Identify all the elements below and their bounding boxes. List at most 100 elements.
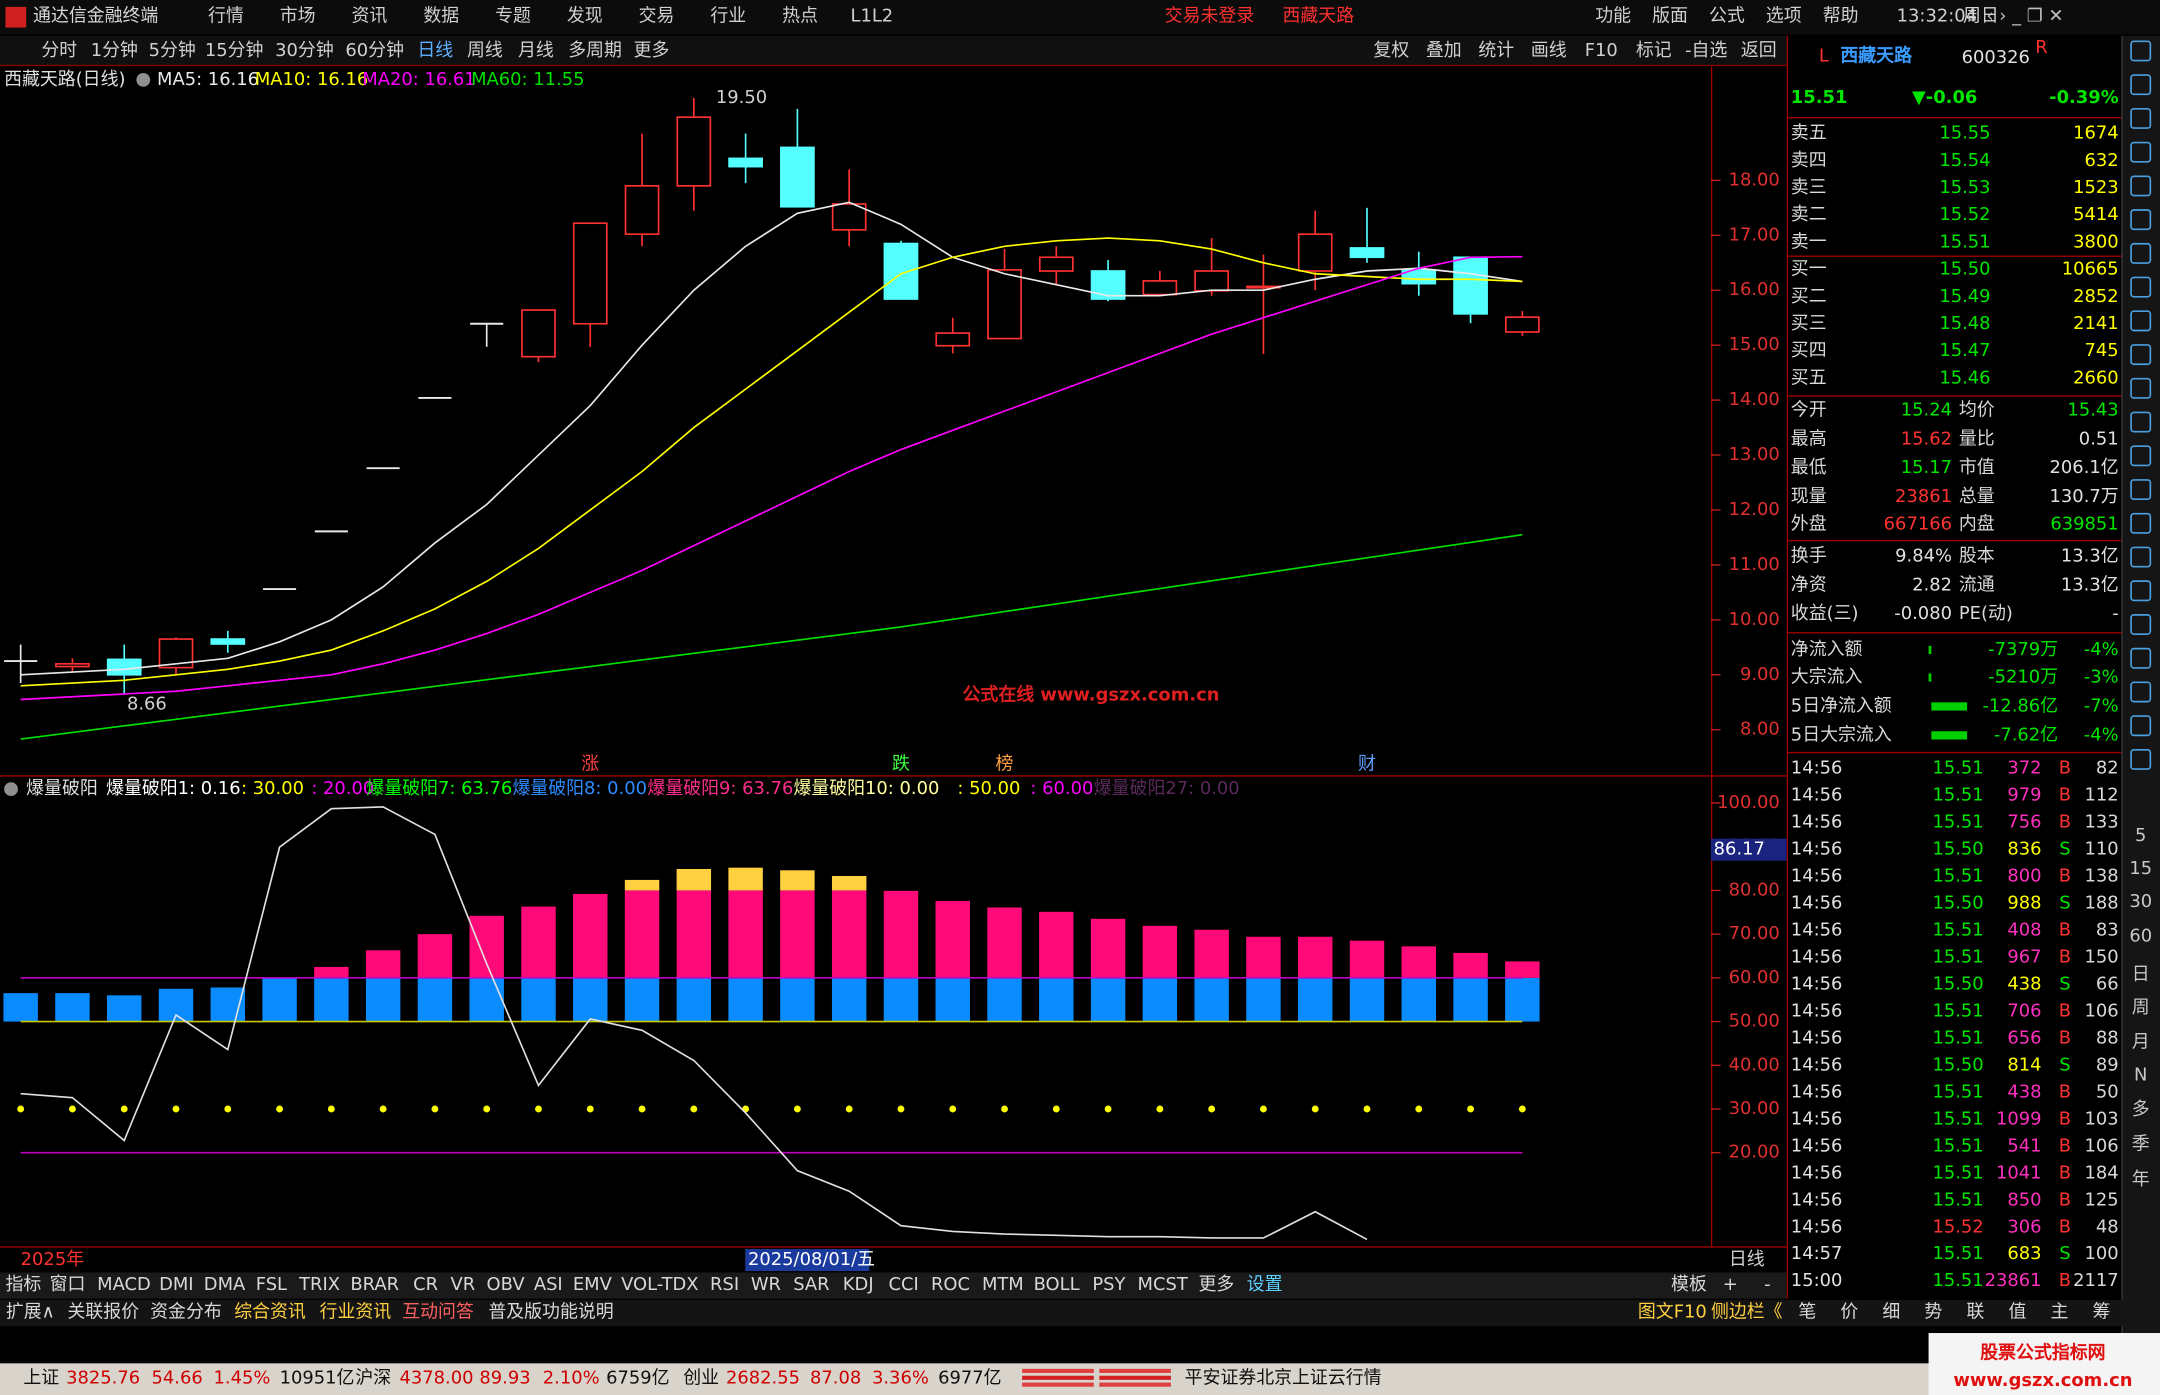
- sidebar-icon[interactable]: [2130, 40, 2152, 62]
- info-tab[interactable]: 行业资讯: [320, 1301, 392, 1322]
- indicator-tab[interactable]: WR: [751, 1274, 781, 1295]
- period-button[interactable]: 分时: [41, 40, 77, 61]
- status-text[interactable]: 交易未登录: [1165, 6, 1255, 27]
- sidebar-icon[interactable]: [2130, 242, 2152, 264]
- period-button[interactable]: 多周期: [568, 40, 622, 61]
- period-button[interactable]: 1分钟: [91, 40, 138, 61]
- sidebar-period[interactable]: 月: [2132, 1031, 2150, 1052]
- sidebar-icon[interactable]: [2130, 749, 2152, 770]
- quote-tab[interactable]: 细: [1882, 1301, 1900, 1322]
- legend-toggle[interactable]: [4, 782, 18, 796]
- sidebar-period[interactable]: 年: [2132, 1169, 2150, 1190]
- indicator-tab[interactable]: 更多: [1198, 1274, 1234, 1295]
- info-tab[interactable]: 扩展∧: [6, 1301, 55, 1322]
- indicator-tab[interactable]: BRAR: [350, 1274, 399, 1295]
- sidebar-icon[interactable]: [2130, 647, 2152, 669]
- indicator-tab[interactable]: DMA: [204, 1274, 246, 1295]
- indicator-tab[interactable]: TRIX: [298, 1274, 340, 1295]
- tool-button[interactable]: 返回: [1741, 40, 1777, 61]
- info-tab[interactable]: 图文F10: [1638, 1301, 1707, 1322]
- event-marker[interactable]: 榜: [996, 753, 1014, 774]
- tool-button[interactable]: 统计: [1478, 40, 1514, 61]
- indicator-tab[interactable]: RSI: [710, 1274, 739, 1295]
- sidebar-icon[interactable]: [2130, 512, 2152, 534]
- sidebar-period[interactable]: 多: [2132, 1099, 2150, 1120]
- menu-item[interactable]: 行情: [208, 6, 244, 27]
- menu-item[interactable]: 帮助: [1823, 6, 1859, 27]
- menu-item[interactable]: L1L2: [850, 6, 893, 27]
- sidebar-icon[interactable]: [2130, 276, 2152, 298]
- period-button[interactable]: 周线: [467, 40, 503, 61]
- menu-item[interactable]: 市场: [280, 6, 316, 27]
- indicator-tab[interactable]: 设置: [1247, 1274, 1283, 1295]
- sidebar-icon[interactable]: [2130, 681, 2152, 703]
- sidebar-period[interactable]: 日: [2132, 964, 2150, 985]
- sidebar-icon[interactable]: [2130, 74, 2152, 96]
- indicator-tab[interactable]: MACD: [97, 1274, 151, 1295]
- info-tab[interactable]: 侧边栏《: [1711, 1301, 1783, 1322]
- tool-button[interactable]: 标记: [1636, 40, 1672, 61]
- sidebar-icon[interactable]: [2130, 411, 2152, 433]
- menu-item[interactable]: 专题: [495, 6, 531, 27]
- menu-item[interactable]: 行业: [710, 6, 746, 27]
- info-tab[interactable]: 互动问答: [402, 1301, 474, 1322]
- indicator-tab[interactable]: 指标: [6, 1274, 42, 1295]
- legend-toggle[interactable]: [136, 72, 151, 87]
- period-button[interactable]: 月线: [518, 40, 554, 61]
- indicator-tab[interactable]: VR: [451, 1274, 476, 1295]
- indicator-tab[interactable]: CR: [413, 1274, 438, 1295]
- menu-item[interactable]: 交易: [639, 6, 675, 27]
- indicator-tab[interactable]: MTM: [982, 1274, 1024, 1295]
- indicator-tab[interactable]: ROC: [931, 1274, 970, 1295]
- menu-item[interactable]: 功能: [1595, 6, 1631, 27]
- indicator-tab[interactable]: ASI: [534, 1274, 563, 1295]
- quote-tab[interactable]: 筹: [2092, 1301, 2110, 1322]
- quote-tab[interactable]: 笔: [1798, 1301, 1816, 1322]
- period-button[interactable]: 更多: [634, 40, 670, 61]
- tool-button[interactable]: F10: [1585, 40, 1618, 61]
- event-marker[interactable]: 跌: [892, 753, 910, 774]
- menu-item[interactable]: 公式: [1709, 6, 1745, 27]
- menu-item[interactable]: 版面: [1652, 6, 1688, 27]
- indicator-tab[interactable]: BOLL: [1034, 1274, 1080, 1295]
- indicator-tab[interactable]: 窗口: [50, 1274, 86, 1295]
- indicator-tab[interactable]: DMI: [159, 1274, 194, 1295]
- indicator-tab[interactable]: EMV: [573, 1274, 613, 1295]
- indicator-tab[interactable]: MCST: [1138, 1274, 1188, 1295]
- sidebar-icon[interactable]: [2130, 479, 2152, 501]
- menu-item[interactable]: 热点: [782, 6, 818, 27]
- indicator-tab[interactable]: FSL: [256, 1274, 287, 1295]
- indicator-tab[interactable]: PSY: [1092, 1274, 1125, 1295]
- menu-item[interactable]: 选项: [1766, 6, 1802, 27]
- sidebar-icon[interactable]: [2130, 107, 2152, 129]
- quote-tab[interactable]: 势: [1924, 1301, 1942, 1322]
- period-button[interactable]: 5分钟: [149, 40, 196, 61]
- quote-tab[interactable]: 主: [2050, 1301, 2068, 1322]
- period-button[interactable]: 30分钟: [275, 40, 334, 61]
- info-tab[interactable]: 综合资讯: [234, 1301, 306, 1322]
- status-text[interactable]: 西藏天路: [1283, 6, 1355, 27]
- quote-tab[interactable]: 值: [2008, 1301, 2026, 1322]
- sidebar-icon[interactable]: [2130, 445, 2152, 467]
- event-marker[interactable]: 财: [1358, 753, 1376, 774]
- window-controls[interactable]: ‹ › _ ❐ ✕: [1986, 6, 2063, 27]
- sidebar-period[interactable]: 30: [2129, 891, 2152, 912]
- indicator-tab[interactable]: OBV: [487, 1274, 526, 1295]
- sidebar-icon[interactable]: [2130, 310, 2152, 332]
- sidebar-period[interactable]: 周: [2132, 997, 2150, 1018]
- tab-button[interactable]: 模板: [1671, 1274, 1707, 1295]
- tool-button[interactable]: 叠加: [1426, 40, 1462, 61]
- menu-item[interactable]: 资讯: [352, 6, 388, 27]
- period-button[interactable]: 60分钟: [345, 40, 404, 61]
- quote-tab[interactable]: 联: [1966, 1301, 1984, 1322]
- tab-button[interactable]: -: [1764, 1274, 1770, 1295]
- quote-tab[interactable]: 价: [1840, 1301, 1858, 1322]
- sidebar-period[interactable]: 60: [2129, 925, 2152, 946]
- menu-item[interactable]: 发现: [567, 6, 603, 27]
- sidebar-period[interactable]: 5: [2135, 825, 2146, 846]
- period-button[interactable]: 日线: [417, 40, 453, 61]
- indicator-tab[interactable]: CCI: [889, 1274, 919, 1295]
- tool-button[interactable]: 复权: [1373, 40, 1409, 61]
- tool-button[interactable]: -自选: [1685, 40, 1727, 61]
- sidebar-icon[interactable]: [2130, 209, 2152, 231]
